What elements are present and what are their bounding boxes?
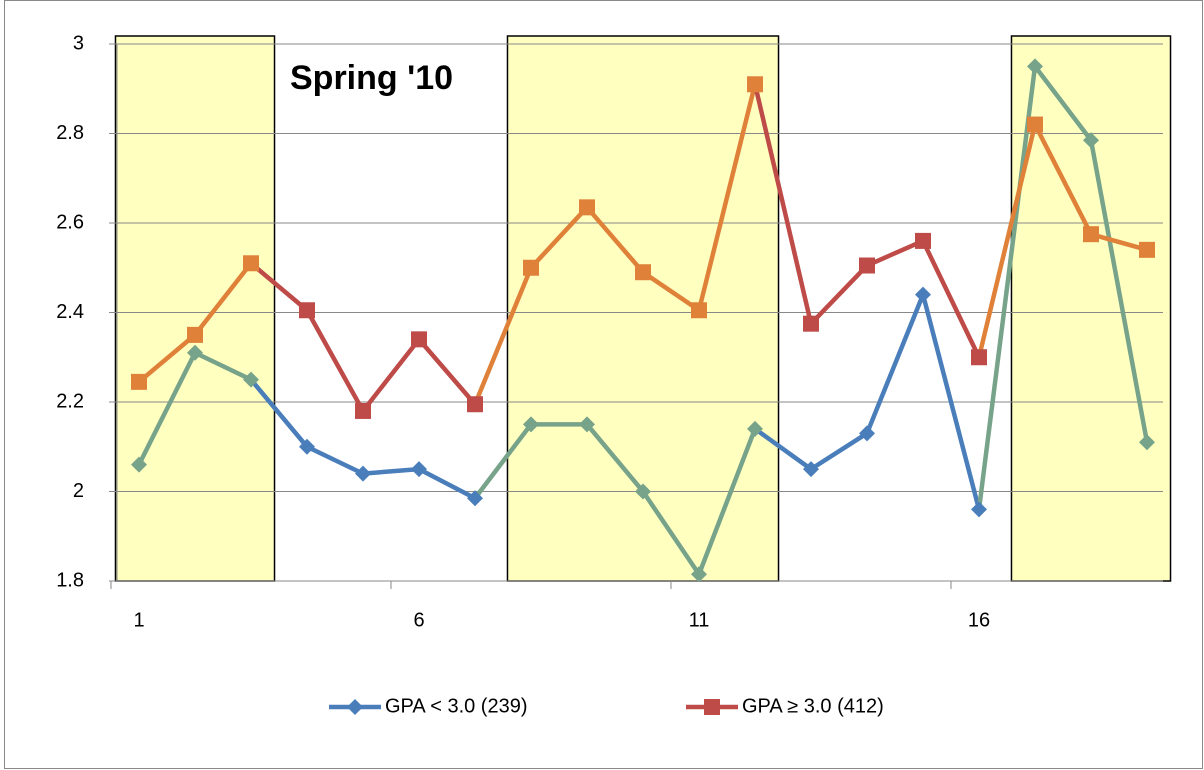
data-point [691,566,707,583]
y-tick-label: 2 [73,480,84,502]
data-point [411,331,427,348]
data-point [1027,116,1043,133]
data-point [299,438,315,455]
line-segment [696,426,758,577]
line-segment [136,350,198,467]
line-segment [1088,137,1150,445]
line-segment [248,261,310,313]
line-segment [920,238,982,360]
legend-marker [704,699,720,715]
data-point [691,302,707,319]
line-segment [1032,64,1094,143]
line-segment [192,350,254,382]
y-tick-label: 2.8 [56,122,84,144]
data-point [915,286,931,303]
data-point [1083,226,1099,243]
data-point [1139,241,1155,258]
line-segment [864,292,926,436]
line-segment [864,238,926,268]
data-point [523,416,539,433]
legend-marker [347,699,363,715]
line-segment [640,269,702,313]
data-point [411,461,427,478]
line-segment [640,489,702,577]
y-tick-label: 2.2 [56,390,84,412]
data-point [467,490,483,507]
data-point [859,425,875,442]
y-tick-label: 1.8 [56,569,84,591]
line-segment [248,377,310,449]
line-segment [584,205,646,275]
data-point [747,420,763,437]
data-point [355,402,371,419]
line-segment [360,337,422,414]
x-tick-label: 1 [133,609,144,631]
data-point [635,483,651,500]
y-tick-label: 2.4 [56,301,84,323]
line-segment [584,422,646,494]
data-point [971,501,987,518]
line-segment [472,422,534,501]
data-point [747,76,763,93]
legend-label: GPA < 3.0 (239) [385,695,528,717]
data-point [803,461,819,478]
line-segment [752,426,814,472]
data-point [243,255,259,272]
x-tick-label: 16 [968,609,990,631]
data-point [1083,132,1099,149]
data-point [803,315,819,332]
x-tick-label: 11 [689,609,710,631]
line-segment [136,332,198,385]
legend-label: GPA ≥ 3.0 (412) [742,695,884,717]
data-point [1139,434,1155,451]
line-segment [920,292,982,512]
data-point [523,259,539,276]
data-point [131,373,147,390]
annotation: Spring '10 [290,59,453,97]
data-point [579,199,595,216]
line-segment [528,205,590,270]
data-point [915,232,931,249]
line-segment [192,261,254,338]
data-point [355,465,371,482]
line-segment [1088,231,1150,253]
line-segment [976,64,1038,512]
data-point [131,456,147,473]
data-point [243,371,259,388]
line-segment [752,82,814,326]
x-tick-label: 6 [413,609,424,631]
y-tick-label: 2.6 [56,211,84,233]
line-segment [808,263,870,326]
data-point [187,326,203,343]
y-tick-label: 3 [73,32,84,54]
line-segment [304,444,366,476]
line-segment [808,431,870,472]
line-segment [360,466,422,476]
line-segment [696,82,758,313]
line-segment [472,265,534,407]
line-segment [416,466,478,501]
data-point [635,264,651,281]
data-point [467,396,483,413]
line-segment [416,337,478,407]
data-point [579,416,595,433]
data-point [187,344,203,361]
highlight-band [114,35,276,582]
data-point [971,349,987,366]
line-segment [304,308,366,414]
data-point [1027,58,1043,75]
data-point [299,302,315,319]
line-segment [976,122,1038,360]
data-point [859,257,875,274]
line-segment [1032,122,1094,237]
